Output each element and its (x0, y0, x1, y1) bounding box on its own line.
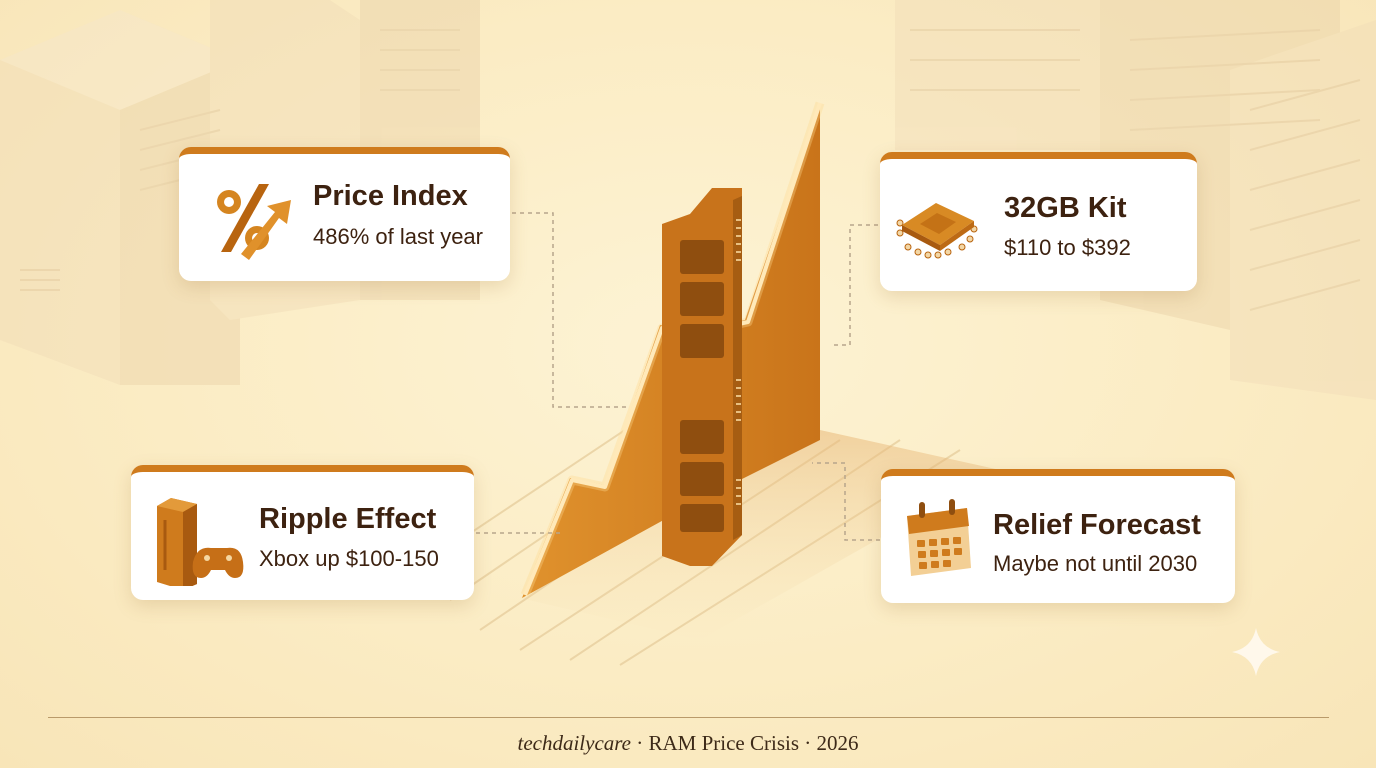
price-index-title: Price Index (313, 180, 468, 212)
sparkle-icon (1232, 628, 1280, 676)
price-index-subtitle: 486% of last year (313, 224, 483, 249)
relief-forecast-subtitle: Maybe not until 2030 (993, 551, 1198, 576)
server-rack-right (895, 0, 1376, 400)
footer-caption: techdailycare · RAM Price Crisis · 2026 (0, 731, 1376, 756)
kit-32gb-title: 32GB Kit (1004, 192, 1127, 224)
footer-year: 2026 (816, 731, 859, 755)
footer-divider (48, 717, 1329, 718)
relief-forecast-card: Relief Forecast Maybe not until 2030 (881, 469, 1235, 603)
connector-lines (476, 212, 880, 541)
footer-brand: techdailycare (517, 731, 631, 755)
kit-32gb-card: 32GB Kit $110 to $392 (880, 152, 1197, 291)
footer-topic: RAM Price Crisis (648, 731, 800, 755)
footer-separator: · (631, 731, 649, 755)
price-index-card: Price Index 486% of last year (179, 147, 510, 281)
ripple-effect-card: Ripple Effect Xbox up $100-150 (131, 465, 474, 600)
percent-arrow-icon (217, 184, 291, 260)
console-controller-icon (157, 498, 244, 586)
footer-separator-2: · (799, 731, 817, 755)
calendar-icon (907, 499, 971, 576)
relief-forecast-title: Relief Forecast (993, 509, 1201, 541)
chart-shadow (520, 430, 1000, 640)
kit-32gb-subtitle: $110 to $392 (1004, 235, 1131, 260)
ripple-effect-title: Ripple Effect (259, 503, 437, 535)
ripple-effect-subtitle: Xbox up $100-150 (259, 546, 439, 571)
ram-stick-icon (662, 188, 742, 566)
chip-icon (896, 203, 978, 259)
